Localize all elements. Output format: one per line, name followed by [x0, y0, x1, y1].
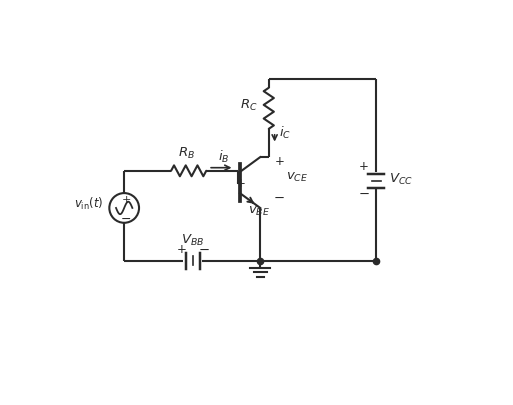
Text: $V_{BB}$: $V_{BB}$	[181, 232, 204, 247]
Text: $i_B$: $i_B$	[218, 149, 229, 164]
Text: $v_{\rm in}(t)$: $v_{\rm in}(t)$	[74, 196, 104, 212]
Text: $v_{CE}$: $v_{CE}$	[286, 170, 308, 183]
Text: $R_C$: $R_C$	[240, 98, 258, 113]
Text: $V_{CC}$: $V_{CC}$	[389, 172, 412, 187]
Text: $-$: $-$	[120, 212, 131, 225]
Text: $+$: $+$	[359, 160, 369, 173]
Text: $+$: $+$	[176, 243, 187, 256]
Text: $R_B$: $R_B$	[178, 145, 195, 160]
Text: $+$: $+$	[274, 154, 285, 167]
Text: $-$: $-$	[198, 243, 209, 256]
Text: $v_{BE}$: $v_{BE}$	[248, 205, 270, 217]
Text: $+$: $+$	[235, 176, 246, 189]
Text: $+$: $+$	[121, 193, 131, 204]
Text: $i_C$: $i_C$	[279, 125, 291, 141]
Text: $-$: $-$	[273, 191, 285, 204]
Text: $-$: $-$	[358, 187, 369, 200]
